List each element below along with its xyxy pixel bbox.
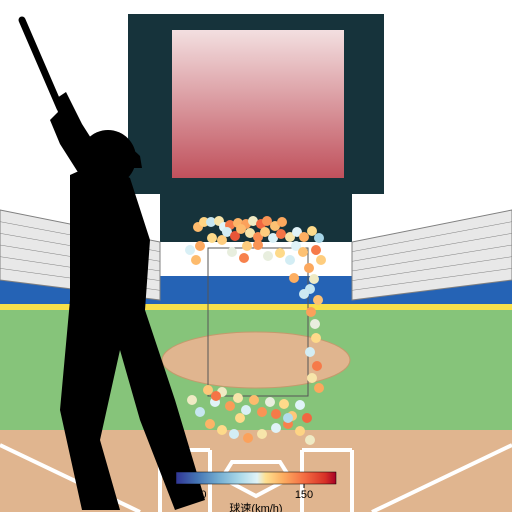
pitch-point [283, 413, 293, 423]
pitch-point [314, 383, 324, 393]
pitch-point [241, 405, 251, 415]
pitch-point [233, 393, 243, 403]
pitch-point [311, 333, 321, 343]
pitch-point [295, 426, 305, 436]
pitch-point [277, 217, 287, 227]
pitch-point [306, 307, 316, 317]
colorbar-tick-label: 150 [295, 489, 313, 501]
pitch-point [260, 227, 270, 237]
mound [162, 332, 350, 388]
pitch-point [271, 423, 281, 433]
pitch-point [207, 233, 217, 243]
pitch-point [295, 400, 305, 410]
pitch-point [249, 395, 259, 405]
pitch-point [211, 391, 221, 401]
pitch-point [263, 251, 273, 261]
pitch-point [299, 232, 309, 242]
pitch-point [239, 253, 249, 263]
pitch-point [195, 241, 205, 251]
pitch-point [271, 409, 281, 419]
colorbar [176, 472, 336, 484]
pitch-point [236, 224, 246, 234]
pitch-point [305, 347, 315, 357]
colorbar-label: 球速(km/h) [229, 501, 282, 512]
pitch-point [185, 245, 195, 255]
pitch-point [243, 433, 253, 443]
pitch-point [253, 240, 263, 250]
pitch-point [310, 319, 320, 329]
pitch-point [302, 413, 312, 423]
pitch-point [304, 263, 314, 273]
scoreboard-screen [172, 30, 344, 178]
colorbar-tick-label: 100 [188, 489, 206, 501]
pitch-point [205, 419, 215, 429]
pitch-point [299, 289, 309, 299]
pitch-point [265, 397, 275, 407]
pitch-point [316, 255, 326, 265]
pitch-point [276, 229, 286, 239]
pitch-point [307, 373, 317, 383]
pitch-point [305, 435, 315, 445]
pitch-point [227, 247, 237, 257]
pitch-point [235, 413, 245, 423]
pitch-point [298, 247, 308, 257]
pitch-point [314, 233, 324, 243]
pitch-point [309, 274, 319, 284]
pitch-point [217, 425, 227, 435]
pitch-point [312, 361, 322, 371]
pitch-point [311, 245, 321, 255]
pitch-point [203, 385, 213, 395]
pitch-point [257, 429, 267, 439]
pitch-location-chart: 100 150 球速(km/h) [0, 0, 512, 512]
pitch-point [313, 295, 323, 305]
pitch-point [279, 399, 289, 409]
pitch-point [191, 255, 201, 265]
pitch-point [229, 429, 239, 439]
pitch-point [187, 395, 197, 405]
pitch-point [257, 407, 267, 417]
pitch-point [275, 248, 285, 258]
pitch-point [285, 255, 295, 265]
pitch-point [225, 401, 235, 411]
pitch-point [242, 241, 252, 251]
pitch-point [195, 407, 205, 417]
pitch-point [289, 273, 299, 283]
